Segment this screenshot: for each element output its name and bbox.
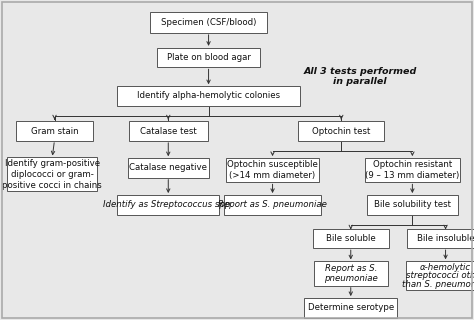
Text: Identify alpha-hemolytic colonies: Identify alpha-hemolytic colonies xyxy=(137,92,280,100)
Text: Optochin resistant
(9 – 13 mm diameter): Optochin resistant (9 – 13 mm diameter) xyxy=(365,160,459,180)
Text: Optochin susceptible
(>14 mm diameter): Optochin susceptible (>14 mm diameter) xyxy=(227,160,318,180)
FancyBboxPatch shape xyxy=(128,158,209,178)
Text: Identify gram-positive
diplococci or gram-
positive cocci in chains: Identify gram-positive diplococci or gra… xyxy=(2,159,102,190)
FancyBboxPatch shape xyxy=(117,195,219,215)
FancyBboxPatch shape xyxy=(157,48,260,68)
FancyBboxPatch shape xyxy=(299,121,384,141)
FancyBboxPatch shape xyxy=(365,158,460,182)
Text: Catalase test: Catalase test xyxy=(140,127,197,136)
Text: Report as S. pneumoniae: Report as S. pneumoniae xyxy=(218,200,327,209)
Text: Specimen (CSF/blood): Specimen (CSF/blood) xyxy=(161,18,256,27)
Text: α-hemolytic: α-hemolytic xyxy=(420,263,471,272)
FancyBboxPatch shape xyxy=(367,195,457,215)
FancyBboxPatch shape xyxy=(304,298,397,317)
Text: Identify as Streptococcus spp.: Identify as Streptococcus spp. xyxy=(103,200,233,209)
Text: Catalase negative: Catalase negative xyxy=(129,164,207,172)
FancyBboxPatch shape xyxy=(313,228,389,248)
Text: Bile insoluble: Bile insoluble xyxy=(417,234,474,243)
Text: pneumoniae: pneumoniae xyxy=(324,274,378,283)
FancyBboxPatch shape xyxy=(150,12,267,33)
Text: Bile soluble: Bile soluble xyxy=(326,234,375,243)
FancyBboxPatch shape xyxy=(7,157,98,191)
Text: Report as S.: Report as S. xyxy=(325,264,377,273)
Text: than S. pneumoniae: than S. pneumoniae xyxy=(402,280,474,289)
Text: Determine serotype: Determine serotype xyxy=(308,303,394,312)
Text: Bile solubility test: Bile solubility test xyxy=(374,200,451,209)
FancyBboxPatch shape xyxy=(129,121,208,141)
Text: Plate on blood agar: Plate on blood agar xyxy=(167,53,250,62)
Text: All 3 tests performed
in parallel: All 3 tests performed in parallel xyxy=(304,67,417,86)
FancyBboxPatch shape xyxy=(406,261,474,291)
FancyBboxPatch shape xyxy=(117,86,300,106)
Text: streptococci other: streptococci other xyxy=(406,271,474,280)
Text: Gram stain: Gram stain xyxy=(31,127,78,136)
FancyBboxPatch shape xyxy=(226,158,319,182)
FancyBboxPatch shape xyxy=(224,195,321,215)
FancyBboxPatch shape xyxy=(407,228,474,248)
FancyBboxPatch shape xyxy=(16,121,92,141)
FancyBboxPatch shape xyxy=(314,261,388,286)
Text: Optochin test: Optochin test xyxy=(312,127,371,136)
